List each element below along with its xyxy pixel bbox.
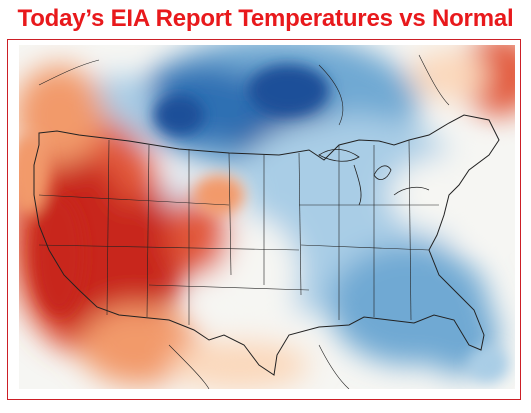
temperature-anomaly-map bbox=[19, 45, 515, 389]
coastline-detail bbox=[38, 54, 450, 389]
map-canvas bbox=[19, 45, 515, 389]
us-outline bbox=[33, 114, 500, 376]
great-lakes bbox=[318, 148, 430, 206]
map-title: Today’s EIA Report Temperatures vs Norma… bbox=[17, 5, 514, 32]
state-lines bbox=[38, 139, 439, 325]
